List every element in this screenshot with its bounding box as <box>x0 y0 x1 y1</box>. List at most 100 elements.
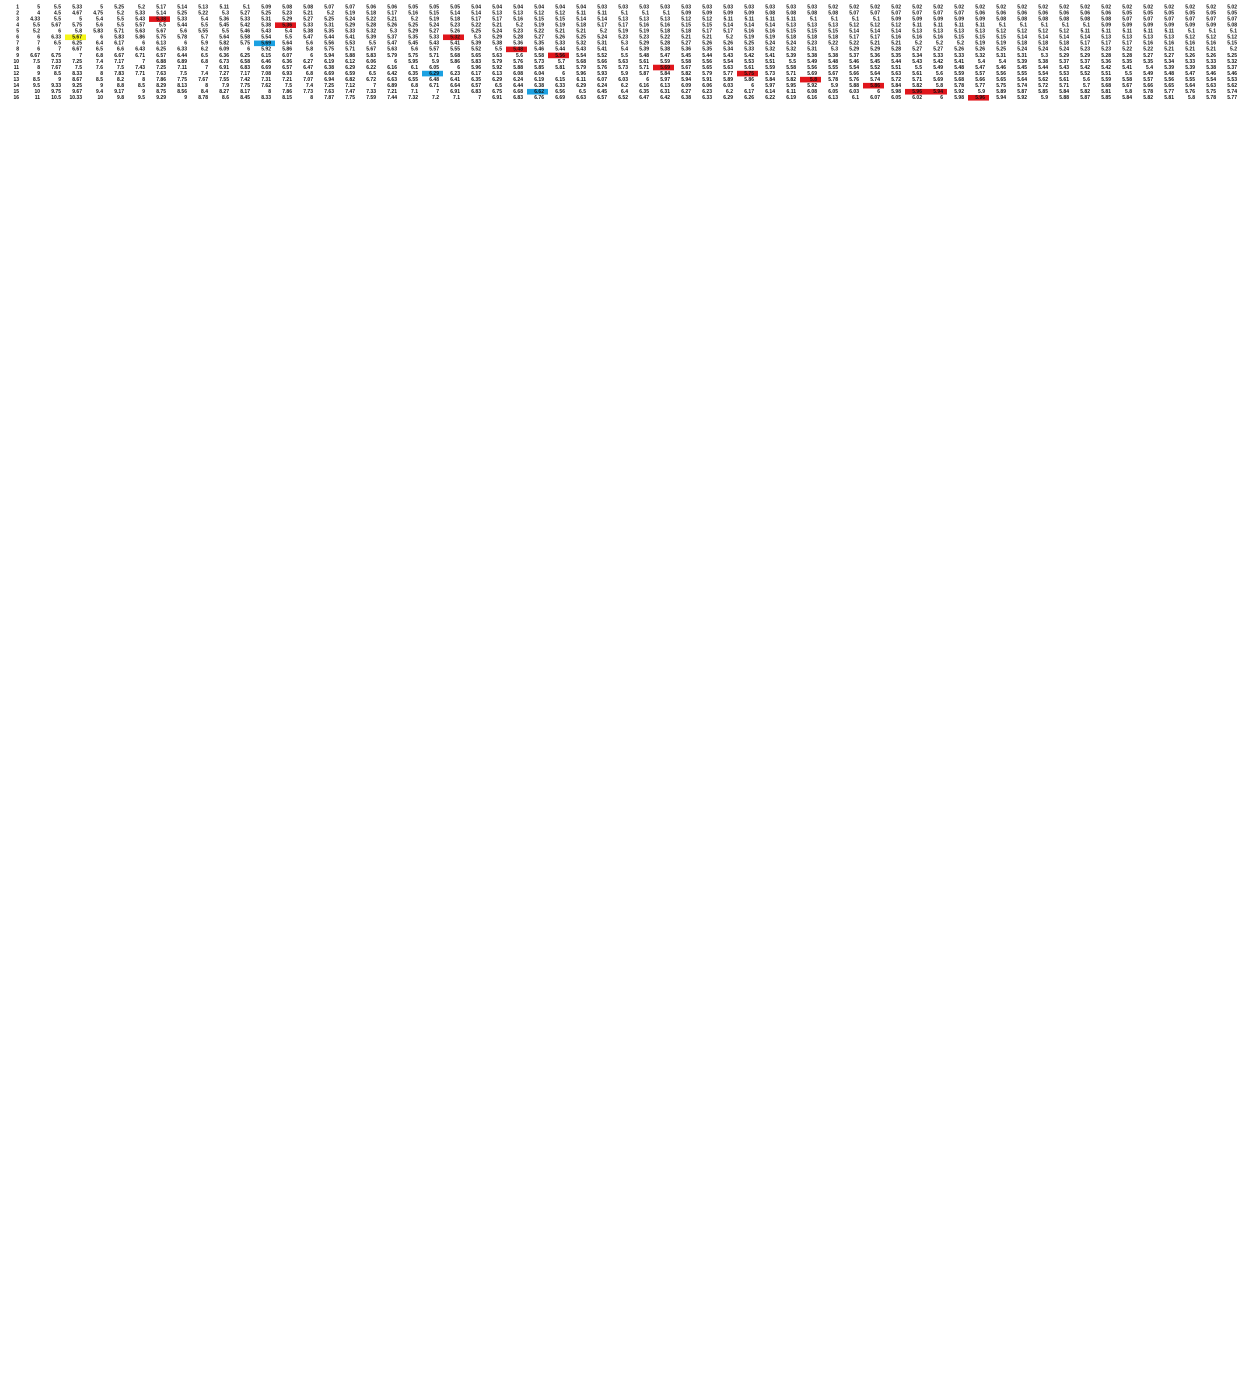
cell-value: 6.38 <box>324 65 334 71</box>
cell-value: 5.03 <box>681 4 691 10</box>
cell-value: 5.25 <box>324 16 334 22</box>
cell-value: 5.52 <box>1080 71 1090 77</box>
cell-value: 5.05 <box>1227 10 1237 16</box>
cell-value: 5.11 <box>1123 29 1133 35</box>
cell-value: 5.12 <box>555 10 565 16</box>
highlight-cell <box>527 88 548 95</box>
cell-value: 5.02 <box>1080 4 1090 10</box>
cell-value: 5.14 <box>1038 35 1048 41</box>
cell-value: 5.53 <box>744 59 754 65</box>
cell-value: 5.9 <box>1041 95 1048 101</box>
cell-value: 5.42 <box>1080 65 1090 71</box>
cell-value: 5.61 <box>1059 77 1069 83</box>
row-index: 3 <box>16 16 19 22</box>
cell-value: 5.13 <box>198 4 208 10</box>
cell-value: 5.36 <box>219 16 229 22</box>
cell-value: 5.11 <box>577 10 587 16</box>
cell-value: 5.38 <box>492 41 502 47</box>
cell-value: 6.33 <box>51 35 61 41</box>
cell-value: 5.64 <box>1185 83 1195 89</box>
cell-value: 6.76 <box>534 95 544 101</box>
cell-value: 8 <box>205 83 208 89</box>
cell-value: 6.24 <box>597 83 607 89</box>
cell-value: 6.13 <box>828 95 838 101</box>
cell-value: 5.5 <box>1125 71 1132 77</box>
cell-value: 5.08 <box>1227 23 1237 29</box>
cell-value: 5.05 <box>1164 10 1174 16</box>
cell-value: 6 <box>877 89 880 95</box>
cell-value: 5.9 <box>831 83 838 89</box>
cell-value: 6.47 <box>303 65 313 71</box>
cell-value: 5.9 <box>201 41 208 47</box>
cell-value: 5.51 <box>891 65 901 71</box>
cell-value: 9 <box>184 95 187 101</box>
cell-value: 6.83 <box>240 65 250 71</box>
cell-value: 5.67 <box>156 29 166 35</box>
cell-value: 5.52 <box>870 65 880 71</box>
cell-value: 5.87 <box>1017 89 1027 95</box>
cell-value: 5.67 <box>681 65 691 71</box>
cell-value: 5.08 <box>996 16 1006 22</box>
cell-value: 5.82 <box>786 77 796 83</box>
cell-value: 5.18 <box>1038 41 1048 47</box>
cell-value: 5.29 <box>849 47 859 53</box>
cell-value: 5.33 <box>933 53 943 59</box>
cell-value: 6.22 <box>366 65 376 71</box>
highlight-cell <box>737 70 758 77</box>
cell-value: 5.26 <box>1185 53 1195 59</box>
cell-value: 5.15 <box>702 23 712 29</box>
cell-value: 5.11 <box>1081 29 1091 35</box>
cell-value: 5.68 <box>954 77 964 83</box>
cell-value: 5.02 <box>975 4 985 10</box>
cell-value: 5.84 <box>765 77 775 83</box>
cell-value: 5.68 <box>1101 83 1111 89</box>
cell-value: 5.47 <box>387 41 397 47</box>
cell-value: 5.65 <box>996 77 1006 83</box>
cell-value: 5.83 <box>366 53 376 59</box>
cell-value: 5.16 <box>1206 41 1216 47</box>
cell-value: 5.39 <box>366 35 376 41</box>
cell-value: 5.18 <box>660 29 670 35</box>
cell-value: 5.1 <box>621 10 628 16</box>
cell-value: 6.68 <box>513 89 523 95</box>
cell-value: 5.78 <box>828 77 838 83</box>
cell-value: 5.03 <box>660 4 670 10</box>
cell-value: 5.22 <box>849 41 859 47</box>
cell-value: 5.1 <box>1083 23 1090 29</box>
cell-value: 5.11 <box>1102 29 1112 35</box>
cell-value: 5.19 <box>534 23 544 29</box>
cell-value: 5.24 <box>1059 47 1069 53</box>
cell-value: 5.47 <box>975 65 985 71</box>
cell-value: 5.15 <box>975 35 985 41</box>
cell-value: 6.03 <box>849 89 859 95</box>
cell-value: 5.86 <box>870 83 880 89</box>
cell-value: 5.02 <box>1017 4 1027 10</box>
cell-value: 6.1 <box>411 65 418 71</box>
cell-value: 5.5 <box>159 23 166 29</box>
cell-value: 5.16 <box>639 23 649 29</box>
cell-value: 5.77 <box>1164 89 1174 95</box>
cell-value: 7.12 <box>345 83 355 89</box>
cell-value: 5.12 <box>534 10 544 16</box>
cell-value: 5.4 <box>1146 65 1153 71</box>
cell-value: 5.65 <box>702 65 712 71</box>
cell-value: 4.67 <box>72 10 82 16</box>
cell-value: 5.96 <box>471 65 481 71</box>
cell-value: 5.94 <box>324 53 334 59</box>
cell-value: 6.25 <box>240 53 250 59</box>
cell-value: 5.9 <box>978 89 985 95</box>
cell-value: 5.04 <box>555 4 565 10</box>
cell-value: 5.71 <box>114 29 124 35</box>
row-index: 15 <box>13 89 19 95</box>
cell-value: 5.2 <box>600 29 607 35</box>
cell-value: 5.28 <box>891 47 901 53</box>
cell-value: 6.29 <box>345 65 355 71</box>
cell-value: 5.45 <box>219 23 229 29</box>
cell-value: 5.23 <box>450 23 460 29</box>
cell-value: 6.15 <box>555 77 565 83</box>
cell-value: 5.33 <box>72 4 82 10</box>
cell-value: 9.33 <box>51 83 61 89</box>
cell-value: 5.39 <box>1017 59 1027 65</box>
cell-value: 5.2 <box>138 4 145 10</box>
cell-value: 5.14 <box>177 4 187 10</box>
